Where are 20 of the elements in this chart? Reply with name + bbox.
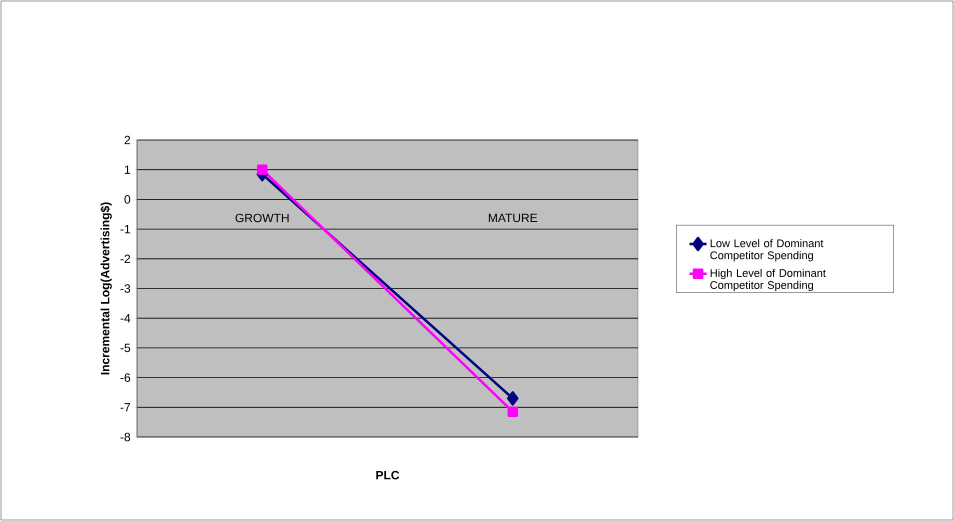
y-axis-title: Incremental Log(Advertising$) — [100, 202, 112, 374]
y-tick-label: -5 — [120, 344, 130, 352]
y-tick-label: -1 — [120, 224, 130, 234]
y-tick-label: -2 — [120, 254, 130, 263]
x-tick-label: MATURE — [488, 214, 538, 222]
point — [507, 391, 518, 406]
legend-label: Low Level of Dominant Competitor Spending — [710, 239, 824, 262]
y-tick-label: -4 — [120, 314, 130, 322]
y-tick-label: 0 — [124, 195, 130, 204]
y-tick-label: 1 — [124, 166, 130, 174]
x-axis-title: PLC — [376, 470, 400, 480]
y-tick-label: 2 — [124, 136, 130, 144]
legend-label: High Level of Dominant Competitor Spending — [710, 268, 826, 292]
point — [508, 406, 518, 417]
y-tick-label: -8 — [120, 432, 130, 442]
point — [257, 164, 268, 175]
y-tick-label: -6 — [120, 373, 130, 382]
y-tick-label: -3 — [120, 284, 130, 293]
x-tick-label: GROWTH — [236, 214, 289, 222]
y-tick-label: -7 — [120, 403, 130, 412]
